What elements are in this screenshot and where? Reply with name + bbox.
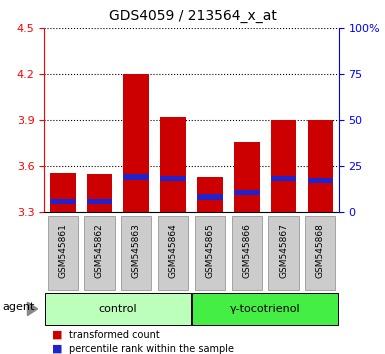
Text: ■: ■	[52, 330, 62, 339]
FancyBboxPatch shape	[195, 216, 225, 291]
Text: GSM545864: GSM545864	[169, 223, 177, 278]
Bar	[124, 175, 149, 180]
Text: γ-tocotrienol: γ-tocotrienol	[230, 304, 300, 314]
Bar	[234, 190, 259, 195]
FancyBboxPatch shape	[192, 293, 338, 325]
Bar	[308, 120, 333, 212]
Bar	[87, 199, 112, 204]
Text: ■: ■	[52, 344, 62, 354]
Bar	[271, 176, 296, 181]
Bar	[160, 176, 186, 181]
Bar	[87, 174, 112, 212]
Text: control: control	[99, 304, 137, 314]
Bar	[234, 142, 259, 212]
FancyBboxPatch shape	[268, 216, 299, 291]
Bar	[50, 172, 75, 212]
Bar	[197, 194, 223, 200]
Text: transformed count: transformed count	[69, 330, 160, 339]
Text: GSM545867: GSM545867	[279, 223, 288, 278]
FancyBboxPatch shape	[158, 216, 188, 291]
Text: GDS4059 / 213564_x_at: GDS4059 / 213564_x_at	[109, 9, 276, 23]
Text: GSM545868: GSM545868	[316, 223, 325, 278]
FancyBboxPatch shape	[45, 293, 191, 325]
FancyBboxPatch shape	[305, 216, 335, 291]
FancyBboxPatch shape	[84, 216, 115, 291]
Polygon shape	[27, 302, 38, 316]
Bar	[308, 177, 333, 183]
Text: GSM545866: GSM545866	[242, 223, 251, 278]
Text: GSM545862: GSM545862	[95, 223, 104, 278]
Bar	[124, 74, 149, 212]
FancyBboxPatch shape	[48, 216, 78, 291]
Bar	[160, 117, 186, 212]
Text: agent: agent	[2, 302, 35, 312]
Text: GSM545863: GSM545863	[132, 223, 141, 278]
FancyBboxPatch shape	[121, 216, 151, 291]
Text: GSM545865: GSM545865	[206, 223, 214, 278]
Bar	[271, 120, 296, 212]
Bar	[197, 177, 223, 212]
Text: GSM545861: GSM545861	[58, 223, 67, 278]
FancyBboxPatch shape	[232, 216, 262, 291]
Bar	[50, 199, 75, 204]
Text: percentile rank within the sample: percentile rank within the sample	[69, 344, 234, 354]
